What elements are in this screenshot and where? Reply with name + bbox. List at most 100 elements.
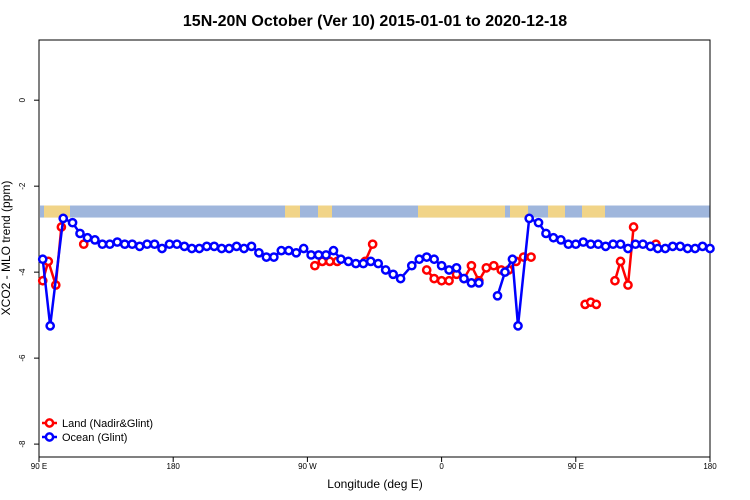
y-tick-label: -4 — [18, 268, 27, 276]
map-band-land — [582, 205, 605, 218]
data-point — [623, 243, 633, 254]
x-axis-label: Longitude (deg E) — [327, 477, 422, 491]
data-point — [209, 241, 220, 252]
data-point — [373, 258, 384, 269]
data-point — [541, 228, 551, 239]
data-point — [142, 239, 152, 250]
data-point — [90, 235, 100, 245]
data-point — [697, 241, 708, 252]
data-point — [82, 232, 93, 243]
map-band-land — [510, 205, 528, 218]
y-tick-label: -2 — [18, 182, 27, 190]
data-point — [380, 265, 391, 275]
legend-label: Land (Nadir&Glint) — [62, 418, 153, 430]
data-point — [291, 247, 302, 258]
data-point — [623, 280, 633, 290]
y-axis: 0 -2 -4 -6 -8 — [18, 97, 39, 448]
data-point — [474, 278, 484, 288]
data-point — [500, 267, 510, 277]
data-point — [310, 260, 320, 271]
data-point — [351, 258, 361, 269]
data-point — [436, 275, 447, 286]
data-point — [276, 245, 287, 256]
chart-title: 15N-20N October (Ver 10) 2015-01-01 to 2… — [183, 13, 567, 30]
data-point — [585, 239, 596, 250]
data-point — [104, 239, 115, 250]
x-tick-label: 180 — [703, 462, 717, 471]
data-point — [436, 260, 447, 271]
data-point — [119, 239, 130, 250]
map-band-land — [548, 205, 565, 218]
data-point — [254, 247, 264, 258]
data-point — [388, 269, 398, 280]
data-point — [507, 254, 518, 265]
data-point — [58, 213, 69, 224]
data-point — [67, 217, 78, 228]
data-point — [628, 222, 639, 232]
data-point — [321, 250, 331, 260]
data-point — [358, 258, 369, 269]
y-tick-label: -6 — [18, 354, 27, 362]
data-point — [492, 290, 503, 301]
data-point — [343, 256, 354, 267]
series-layer — [37, 213, 715, 331]
data-point — [328, 245, 339, 256]
data-point — [593, 239, 604, 250]
data-point — [421, 265, 432, 275]
data-point — [75, 228, 85, 239]
data-point — [395, 273, 406, 284]
data-point — [149, 239, 160, 250]
legend-marker — [44, 418, 55, 428]
data-point — [367, 239, 378, 250]
x-tick-label: 0 — [439, 462, 444, 471]
data-point — [608, 239, 618, 250]
y-axis-label: XCO2 - MLO trend (ppm) — [0, 181, 13, 316]
data-point — [610, 275, 620, 286]
data-point — [157, 243, 167, 254]
data-point — [112, 237, 123, 247]
data-point — [615, 239, 626, 250]
data-point — [645, 241, 656, 252]
series-line — [496, 217, 711, 328]
data-point — [239, 243, 249, 254]
data-point — [406, 260, 417, 271]
data-point — [667, 241, 678, 252]
data-point — [513, 321, 523, 331]
data-point — [526, 252, 536, 262]
data-point — [37, 254, 48, 265]
data-point — [533, 217, 544, 228]
map-band-ocean — [40, 205, 710, 218]
data-point — [283, 245, 294, 256]
data-point — [444, 275, 454, 286]
data-point — [336, 254, 346, 265]
data-point — [488, 260, 499, 271]
data-point — [682, 243, 693, 254]
data-point — [298, 243, 309, 254]
data-point — [591, 299, 602, 310]
data-point — [97, 239, 108, 250]
data-point — [705, 243, 715, 254]
data-point — [652, 243, 663, 254]
data-point — [570, 239, 581, 250]
x-tick-label: 90 W — [298, 462, 317, 471]
legend-marker — [44, 432, 55, 442]
data-point — [164, 239, 175, 250]
data-point — [313, 250, 324, 260]
data-point — [615, 256, 626, 267]
data-point — [481, 262, 492, 273]
data-point — [429, 254, 439, 265]
data-point — [134, 241, 145, 252]
data-point — [548, 232, 559, 243]
map-band-land — [418, 205, 505, 218]
data-point — [421, 252, 432, 262]
data-point — [600, 241, 611, 252]
x-tick-label: 90 E — [568, 462, 584, 471]
data-point — [444, 265, 454, 275]
data-point — [45, 321, 56, 331]
map-band-land — [285, 205, 300, 218]
x-tick-label: 180 — [167, 462, 181, 471]
data-point — [660, 243, 671, 254]
data-point — [524, 213, 535, 224]
data-point — [563, 239, 574, 250]
